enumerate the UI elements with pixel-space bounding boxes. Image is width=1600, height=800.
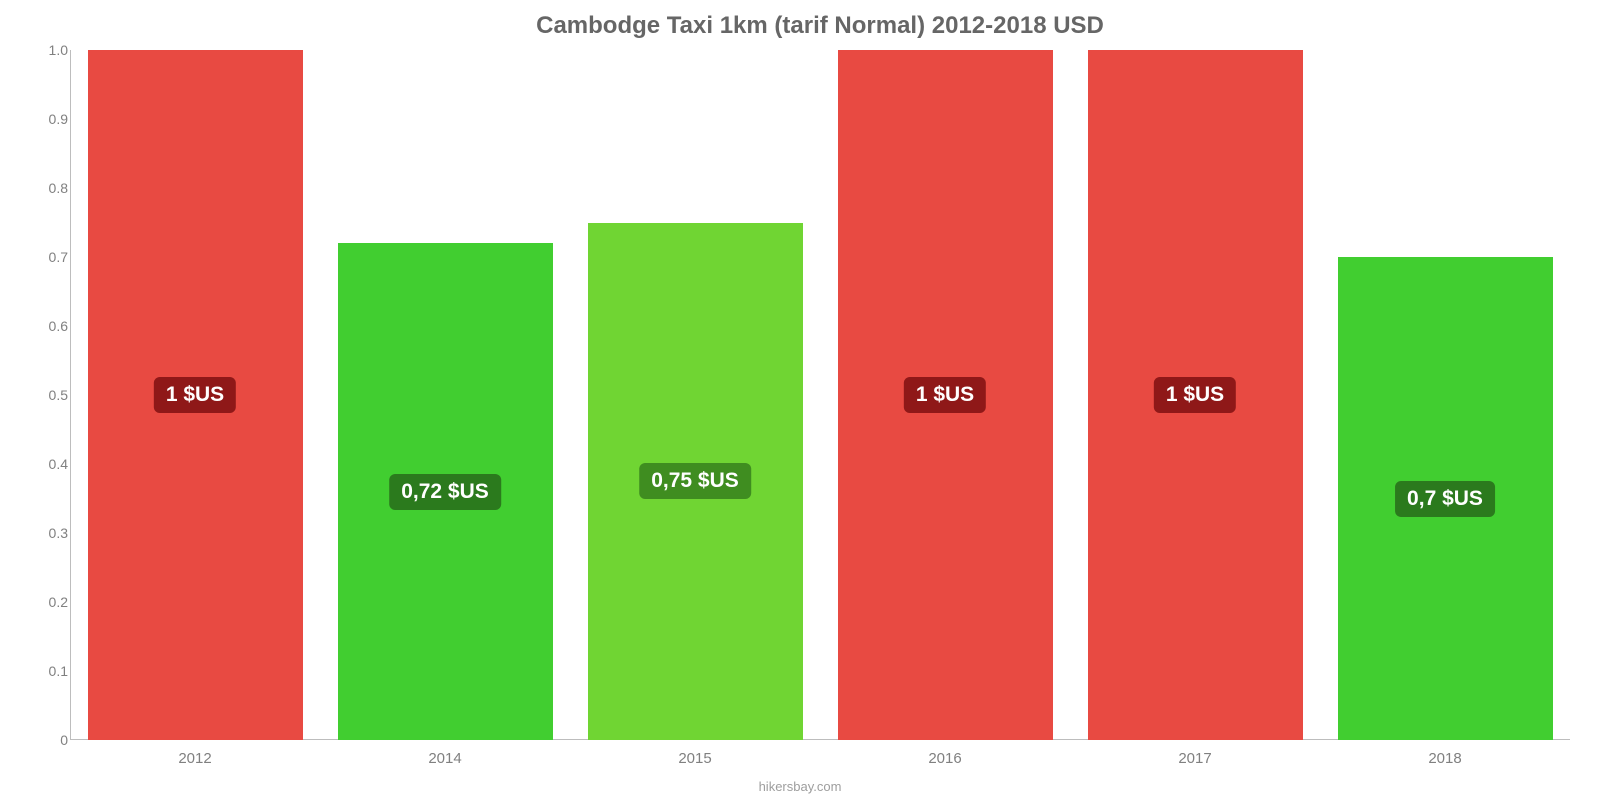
plot-area: 00.10.20.30.40.50.60.70.80.91.0 1 $US201… [70,50,1570,740]
x-tick-label: 2017 [1178,750,1211,767]
bar-value-label: 0,72 $US [389,474,501,510]
bar: 0,72 $US [338,243,553,740]
y-tick-label: 0.8 [49,180,68,196]
bars-container: 1 $US20120,72 $US20140,75 $US20151 $US20… [70,50,1570,740]
bar: 1 $US [838,50,1053,740]
bar-value-label: 1 $US [904,377,986,413]
y-tick-label: 0.1 [49,663,68,679]
bar-slot: 0,7 $US2018 [1320,50,1570,740]
x-tick-label: 2016 [928,750,961,767]
y-tick-label: 1.0 [49,42,68,58]
y-tick-label: 0.9 [49,111,68,127]
bar-value-label: 0,7 $US [1395,481,1495,517]
bar-slot: 0,72 $US2014 [320,50,570,740]
bar-slot: 1 $US2016 [820,50,1070,740]
bar-slot: 1 $US2017 [1070,50,1320,740]
bar: 1 $US [1088,50,1303,740]
y-axis: 00.10.20.30.40.50.60.70.80.91.0 [24,50,68,740]
bar-slot: 0,75 $US2015 [570,50,820,740]
y-tick-label: 0 [60,732,68,748]
chart-title: Cambodge Taxi 1km (tarif Normal) 2012-20… [70,12,1570,40]
y-tick-label: 0.7 [49,249,68,265]
y-tick-label: 0.2 [49,594,68,610]
bar-value-label: 1 $US [1154,377,1236,413]
footer-credit: hikersbay.com [0,779,1600,794]
y-tick-label: 0.4 [49,456,68,472]
x-tick-label: 2012 [178,750,211,767]
bar: 1 $US [88,50,303,740]
bar-chart: Cambodge Taxi 1km (tarif Normal) 2012-20… [0,0,1600,800]
x-tick-label: 2018 [1428,750,1461,767]
bar-value-label: 1 $US [154,377,236,413]
x-tick-label: 2015 [678,750,711,767]
bar: 0,7 $US [1338,257,1553,740]
y-tick-label: 0.5 [49,387,68,403]
x-tick-label: 2014 [428,750,461,767]
y-tick-label: 0.6 [49,318,68,334]
bar: 0,75 $US [588,223,803,741]
y-tick-label: 0.3 [49,525,68,541]
bar-value-label: 0,75 $US [639,463,751,499]
bar-slot: 1 $US2012 [70,50,320,740]
